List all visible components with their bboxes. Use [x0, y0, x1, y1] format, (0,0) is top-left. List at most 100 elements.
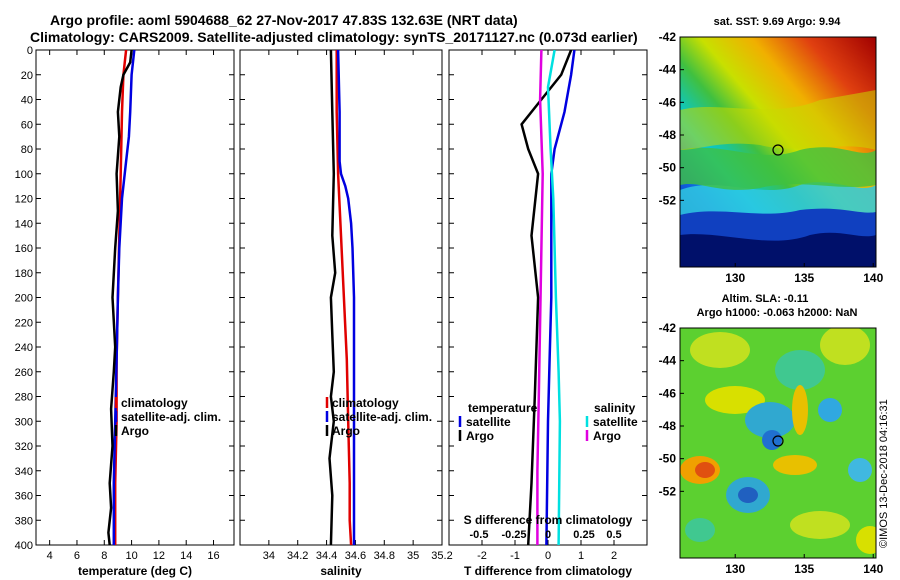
- depth-tick-label: 300: [15, 416, 33, 428]
- difference-series: [520, 50, 576, 545]
- series-line-argo: [328, 50, 337, 545]
- depth-tick-label: 100: [15, 169, 33, 181]
- salinity-xtick-label: 34.4: [316, 550, 337, 562]
- diff-top-tick-label: 0.25: [573, 529, 594, 541]
- sst-map-ytick-label: -52: [659, 193, 677, 207]
- series-line-argo-s: [536, 50, 544, 545]
- temperature-xtick-label: 6: [74, 550, 80, 562]
- series-line-satellite-adj-clim-: [336, 50, 356, 545]
- salinity-xtick-label: 35.2: [431, 550, 452, 562]
- sla-map-xtick-label: 135: [794, 562, 814, 576]
- series-line-satellite-t: [545, 50, 576, 545]
- depth-tick-label: 280: [15, 392, 33, 404]
- depth-tick-label: 40: [21, 95, 33, 107]
- sla-argo-marker: [772, 435, 784, 447]
- salinity-xtick-label: 35: [407, 550, 419, 562]
- sla-map-ytick-label: -44: [659, 354, 677, 368]
- sst-map-ytick-label: -44: [659, 63, 677, 77]
- difference-xlabel: T difference from climatology: [464, 564, 632, 578]
- salinity-series: [328, 50, 356, 545]
- depth-tick-label: 160: [15, 243, 33, 255]
- salinity-xtick-label: 34.2: [287, 550, 308, 562]
- sst-map-xtick-label: 135: [794, 271, 814, 285]
- temperature-xlabel: temperature (deg C): [78, 564, 192, 578]
- sla-map-ytick-label: -48: [659, 419, 677, 433]
- panel-difference: -2 -1 0 1 2 T difference from climatology: [448, 49, 648, 578]
- depth-tick-label: 240: [15, 342, 33, 354]
- temperature-legend-item: satellite-adj. clim.: [121, 410, 221, 424]
- sla-map: [679, 327, 877, 559]
- temperature-xtick-label: 12: [153, 550, 165, 562]
- sst-map: [679, 36, 877, 268]
- salinity-frame: [239, 49, 443, 546]
- depth-tick-label: 220: [15, 317, 33, 329]
- temperature-xtick-label: 8: [101, 550, 107, 562]
- depth-tick-label: 80: [21, 144, 33, 156]
- depth-tick-label: 140: [15, 218, 33, 230]
- diff-top-tick-label: 0.5: [606, 529, 621, 541]
- series-line-satellite-s: [546, 50, 562, 545]
- sst-map-ytick-label: -48: [659, 128, 677, 142]
- temperature-xtick-label: 14: [180, 550, 192, 562]
- depth-tick-label: 260: [15, 367, 33, 379]
- diff-legend-temperature-title: temperature: [468, 401, 538, 415]
- salinity-xtick-label: 34.6: [345, 550, 366, 562]
- diff-top-tick-label: -0.5: [470, 529, 489, 541]
- salinity-legend-item: Argo: [332, 424, 360, 438]
- salinity-xlabel: salinity: [320, 564, 362, 578]
- sla-map-ytick-label: -42: [659, 321, 677, 335]
- diff-legend-item: satellite: [466, 415, 511, 429]
- sst-map-xtick-label: 130: [725, 271, 745, 285]
- temperature-frame: [35, 49, 235, 546]
- depth-tick-label: 200: [15, 293, 33, 305]
- panel-salinity: 34 34.2 34.4 34.6 34.8 35 35.2 salinity: [239, 49, 453, 578]
- salinity-legend-item: satellite-adj. clim.: [332, 410, 432, 424]
- figure-title-line1: Argo profile: aoml 5904688_62 27-Nov-201…: [50, 12, 518, 28]
- difference-xtick-label: 1: [578, 550, 584, 562]
- salinity-xtick-label: 34.8: [374, 550, 395, 562]
- diff-top-tick-label: 0: [545, 529, 551, 541]
- diff-legend-salinity-title: salinity: [594, 401, 636, 415]
- depth-tick-label: 120: [15, 194, 33, 206]
- watermark: ©IMOS 13-Dec-2018 04:16:31: [878, 399, 890, 548]
- depth-tick-label: 360: [15, 491, 33, 503]
- temperature-legend-item: Argo: [121, 424, 149, 438]
- sla-map-xtick-label: 140: [863, 562, 883, 576]
- sst-map-ytick-label: -42: [659, 30, 677, 44]
- sst-map-xtick-label: 140: [863, 271, 883, 285]
- sst-argo-marker: [772, 144, 784, 156]
- difference-xtick-label: -1: [510, 550, 520, 562]
- depth-tick-label: 180: [15, 268, 33, 280]
- depth-tick-label: 60: [21, 119, 33, 131]
- difference-xtick-label: 2: [611, 550, 617, 562]
- panel-temperature: 4 6 8 10 12 14 16 temperature (deg C) 0 20 40 60 80 1…: [15, 45, 235, 578]
- salinity-legend-item: climatology: [332, 396, 399, 410]
- depth-tick-label: 20: [21, 70, 33, 82]
- difference-xtick-label: -2: [477, 550, 487, 562]
- temperature-xtick-label: 10: [125, 550, 137, 562]
- sla-map-ytick-label: -46: [659, 386, 677, 400]
- figure-title-line2: Climatology: CARS2009. Satellite-adjuste…: [30, 29, 638, 45]
- depth-tick-label: 380: [15, 515, 33, 527]
- diff-top-axis-label: S difference from climatology: [464, 513, 633, 527]
- depth-tick-label: 320: [15, 441, 33, 453]
- sst-map-ytick-label: -50: [659, 161, 677, 175]
- depth-tick-label: 340: [15, 466, 33, 478]
- diff-legend-item: Argo: [466, 429, 494, 443]
- temperature-legend-item: climatology: [121, 396, 188, 410]
- series-line-climatology: [335, 50, 353, 545]
- series-line-argo: [107, 50, 133, 545]
- diff-legend-item: satellite: [593, 415, 638, 429]
- sla-map-xtick-label: 130: [725, 562, 745, 576]
- sst-map-title: sat. SST: 9.69 Argo: 9.94: [714, 16, 842, 28]
- temperature-xtick-label: 16: [207, 550, 219, 562]
- diff-legend-item: Argo: [593, 429, 621, 443]
- depth-tick-label: 400: [15, 540, 33, 552]
- difference-xtick-label: 0: [545, 550, 551, 562]
- temperature-xtick-label: 4: [47, 550, 53, 562]
- sla-map-ytick-label: -50: [659, 452, 677, 466]
- depth-tick-label: 0: [27, 45, 33, 57]
- sla-map-title-line1: Altim. SLA: -0.11: [722, 293, 809, 305]
- diff-top-tick-label: -0.25: [501, 529, 526, 541]
